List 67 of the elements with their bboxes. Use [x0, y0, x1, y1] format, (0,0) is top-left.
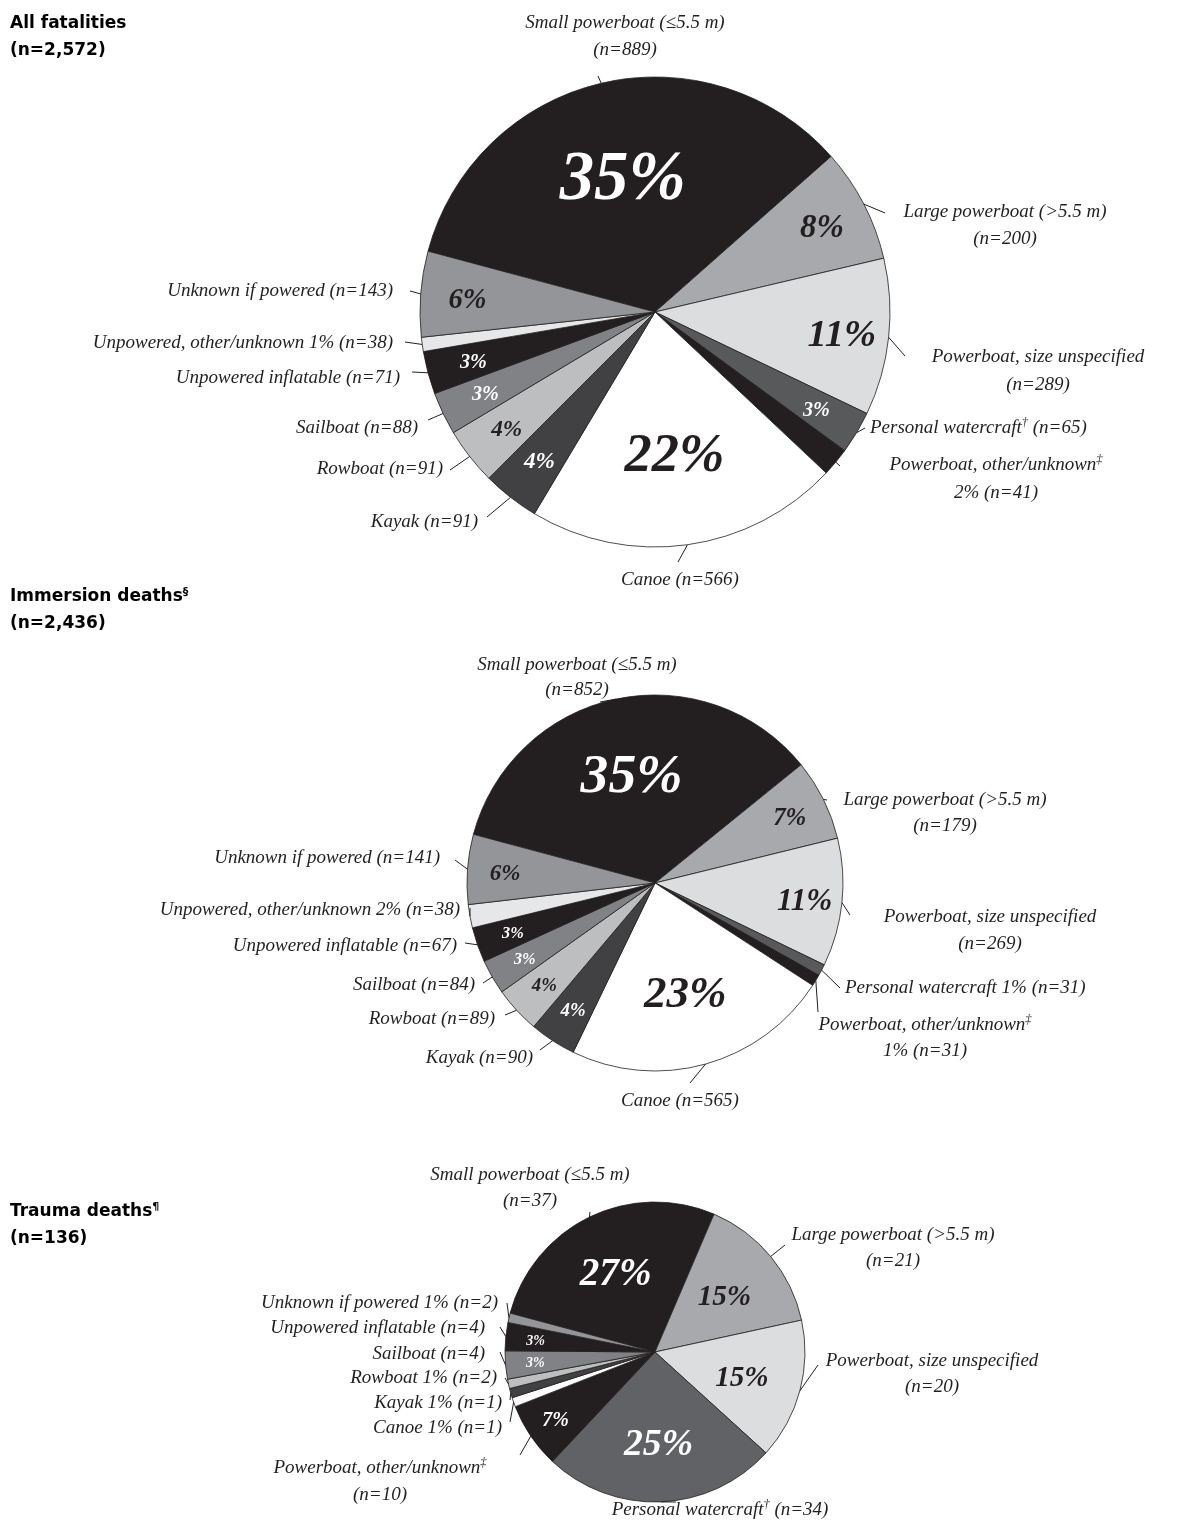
data-label: 11% [807, 311, 877, 354]
data-label: 6% [489, 859, 521, 886]
slice-label: Sailboat (n=88) [295, 416, 418, 438]
data-label: 3% [471, 382, 499, 405]
slice-label: Kayak (n=90) [424, 1046, 533, 1068]
data-label: 3% [801, 397, 830, 420]
slice-label: Sailboat (n=84) [352, 973, 475, 995]
slice-label: Unknown if powered (n=141) [214, 846, 440, 868]
data-label: 15% [697, 1278, 752, 1311]
data-label: 4% [559, 998, 586, 1020]
slice-label: Unknown if powered (n=143) [167, 279, 393, 301]
slice-label: Sailboat (n=4) [372, 1342, 485, 1364]
data-label: 22% [623, 421, 725, 483]
slice-label: Kayak (n=91) [369, 510, 478, 532]
data-label: 35% [579, 742, 683, 805]
chart-title: All fatalities [10, 12, 127, 32]
slice-label: Personal watercraft$^{†}$ (n=34) [610, 1497, 829, 1520]
slice-label: Powerboat, size unspecified (n=289) [930, 345, 1145, 395]
data-label: 11% [776, 881, 833, 917]
category-label: Powerboat, other/unknown$^{‡}$ 1% (n=31) [818, 1012, 1032, 1060]
text: (n=2,572) [10, 39, 106, 59]
data-label: 3% [525, 1355, 545, 1371]
slice-label: Unpowered inflatable (n=71) [175, 366, 400, 388]
slice-label: Kayak 1% (n=1) [373, 1391, 502, 1413]
data-label: 3% [525, 1332, 545, 1348]
slice-label: Unknown if powered 1% (n=2) [261, 1291, 498, 1313]
slice-label: Small powerboat (≤5.5 m) (n=852) [477, 653, 677, 700]
slice-label: Personal watercraft$^{†}$ (n=65) [869, 415, 1087, 438]
legend-label: Personal watercraft 1% (n=31) [844, 976, 1086, 998]
slice-label: Small powerboat (≤5.5 m) (n=889) [525, 11, 725, 60]
data-label: 8% [800, 208, 844, 245]
data-label: 3% [458, 349, 487, 372]
slice-label: Canoe (n=566) [621, 568, 739, 590]
slice-label: Small powerboat (≤5.5 m) (n=37) [430, 1163, 630, 1211]
slice-label: Large powerboat (>5.5 m) (n=200) [902, 200, 1107, 249]
slice-label: Powerboat, size unspecified (n=20) [824, 1349, 1039, 1397]
slice-label: Large powerboat (>5.5 m) (n=179) [842, 788, 1047, 836]
slice-label: Unpowered inflatable (n=4) [270, 1316, 485, 1338]
slice-label: Unpowered, other/unknown 1% (n=38) [92, 331, 393, 353]
slice-label: Rowboat (n=89) [367, 1007, 495, 1029]
data-label: 7% [773, 802, 807, 830]
data-label: 15% [715, 1359, 769, 1392]
category-label: Powerboat, other/unknown$^{‡}$ (n=10) [273, 1455, 487, 1504]
category-label: Powerboat, other/unknown$^{‡}$ 2% (n=41) [889, 452, 1103, 502]
data-label: 7% [542, 1408, 569, 1431]
chart-title: Immersion deaths$^{§}$ [10, 584, 189, 605]
slice-label: Canoe 1% (n=1) [373, 1416, 502, 1438]
chart-subtitle: (n=2,436) [10, 612, 106, 632]
data-label: 4% [490, 414, 523, 441]
slice-label: Rowboat 1% (n=2) [349, 1366, 497, 1388]
data-label: 4% [522, 447, 555, 474]
slice-label: Canoe (n=565) [621, 1089, 739, 1111]
slice-label: Rowboat (n=91) [315, 457, 443, 479]
slice-label: Powerboat, size unspecified (n=269) [882, 905, 1097, 954]
text: (n=136) [10, 1227, 88, 1247]
slice-label: Large powerboat (>5.5 m) (n=21) [790, 1223, 995, 1271]
text: Trauma deaths$^{¶}$ [10, 1199, 160, 1220]
data-label: 6% [448, 282, 487, 314]
data-label: 3% [512, 948, 536, 968]
data-label: 3% [501, 923, 524, 943]
slice-label: Unpowered, other/unknown 2% (n=38) [159, 898, 460, 920]
data-label: 35% [558, 137, 686, 214]
data-label: 23% [643, 967, 727, 1018]
data-label: 25% [623, 1421, 694, 1464]
data-label: 4% [530, 974, 557, 996]
data-label: 27% [578, 1249, 652, 1293]
slice-label: Unpowered inflatable (n=67) [232, 934, 457, 956]
